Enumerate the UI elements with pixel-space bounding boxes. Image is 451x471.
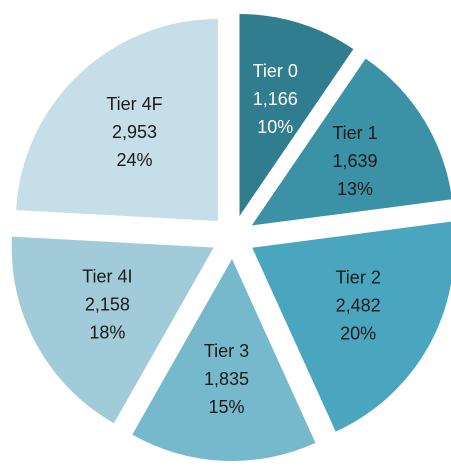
slice-percent: 18% — [89, 322, 125, 342]
slice-percent: 13% — [337, 179, 373, 199]
slice-percent: 15% — [209, 397, 245, 417]
slice-value: 2,953 — [112, 122, 157, 142]
slice-category: Tier 0 — [253, 61, 298, 81]
pie-slice — [132, 258, 316, 461]
slice-category: Tier 4I — [82, 266, 132, 286]
slice-value: 2,482 — [336, 295, 381, 315]
slice-category: Tier 3 — [204, 341, 249, 361]
slice-category: Tier 4F — [106, 94, 162, 114]
slice-percent: 10% — [257, 117, 293, 137]
slice-percent: 24% — [117, 150, 153, 170]
slice-value: 1,166 — [253, 89, 298, 109]
slice-percent: 20% — [340, 323, 376, 343]
slice-category: Tier 1 — [332, 123, 377, 143]
pie-slice — [252, 221, 451, 432]
pie-slice — [16, 19, 218, 222]
slice-category: Tier 2 — [335, 267, 380, 287]
slice-value: 1,639 — [332, 151, 377, 171]
pie-slice — [239, 13, 354, 216]
pie-slice — [11, 236, 214, 424]
pie-slice — [251, 58, 451, 226]
slice-value: 2,158 — [85, 294, 130, 314]
slice-value: 1,835 — [204, 369, 249, 389]
